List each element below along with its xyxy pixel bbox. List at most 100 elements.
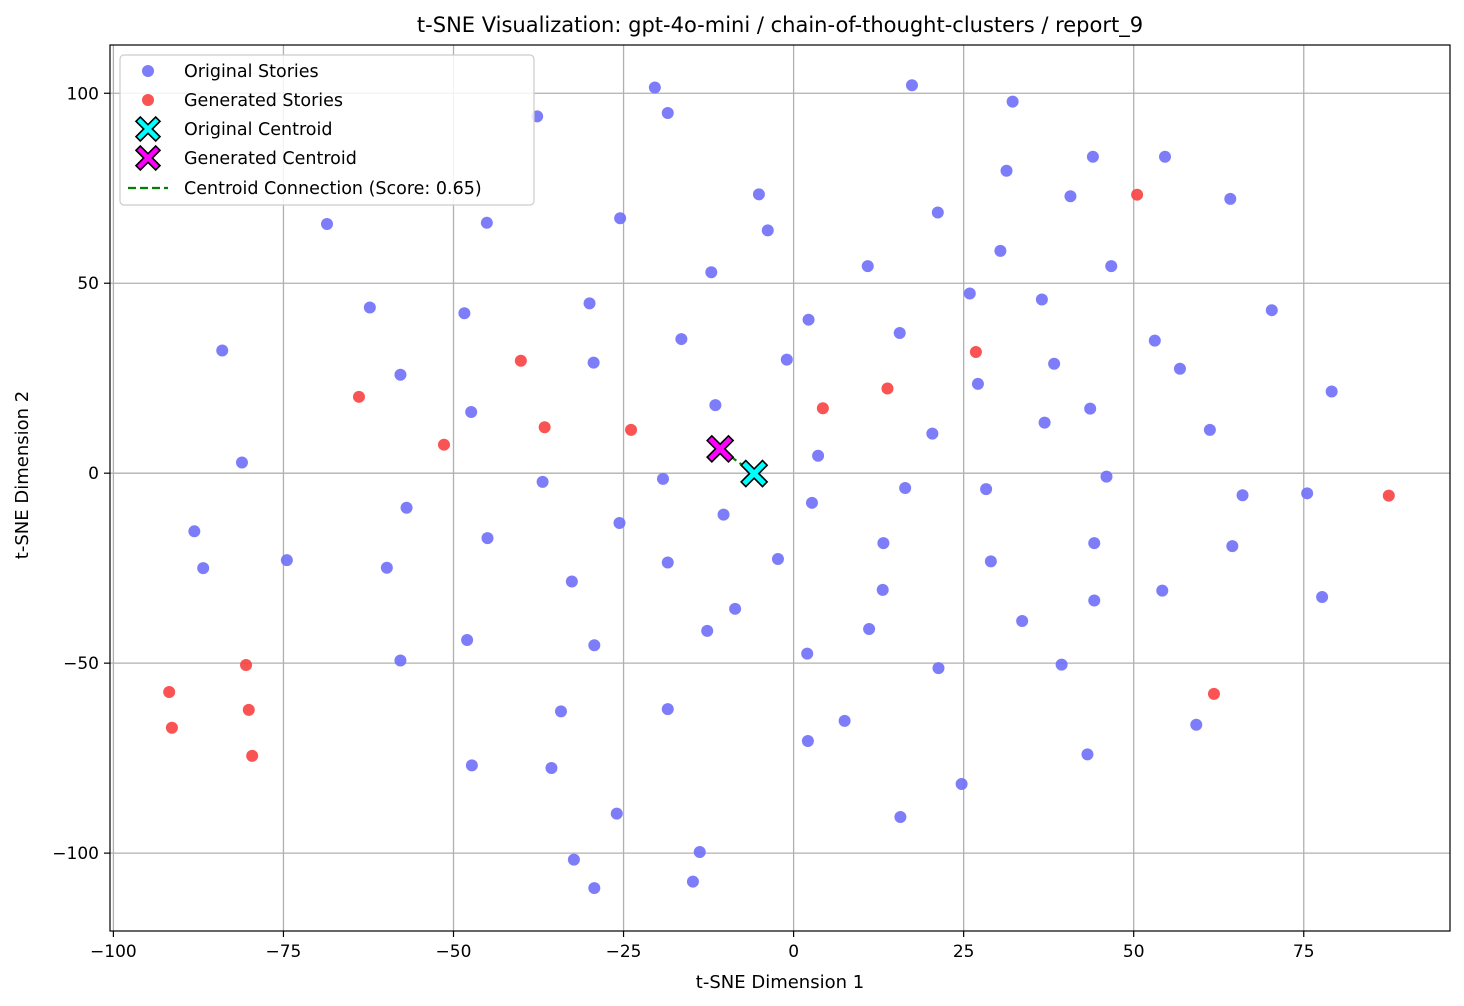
original-story-point — [905, 79, 918, 92]
original-story-point — [802, 313, 815, 326]
original-story-point — [1301, 487, 1314, 500]
original-story-point — [587, 356, 600, 369]
original-story-point — [709, 399, 722, 412]
grid-lines — [110, 45, 1450, 931]
original-story-point — [1156, 584, 1169, 597]
original-story-point — [1226, 540, 1239, 553]
original-story-point — [458, 307, 471, 320]
generated-story-point — [625, 423, 638, 436]
x-tick-label: −25 — [606, 942, 642, 962]
original-story-point — [931, 206, 944, 219]
original-story-point — [1035, 293, 1048, 306]
original-story-point — [1016, 614, 1029, 627]
x-tick-label: −50 — [436, 942, 472, 962]
original-story-point — [465, 406, 478, 419]
original-story-point — [1158, 150, 1171, 163]
y-tick-label: 0 — [88, 464, 99, 484]
x-tick-label: −100 — [90, 942, 137, 962]
generated-story-point — [1207, 687, 1220, 700]
legend: Original Stories Generated Stories Origina… — [119, 54, 535, 206]
original-story-point — [1203, 423, 1216, 436]
original-story-point — [771, 553, 784, 566]
original-story-point — [394, 368, 407, 381]
original-story-point — [693, 845, 706, 858]
generated-story-point — [352, 390, 365, 403]
original-story-point — [863, 622, 876, 635]
original-story-point — [1224, 192, 1237, 205]
original-story-point — [877, 537, 890, 550]
original-story-point — [545, 762, 558, 775]
original-story-point — [188, 525, 201, 538]
original-story-point — [661, 556, 674, 569]
original-story-point — [657, 472, 670, 485]
generated-story-point — [1131, 188, 1144, 201]
legend-box — [119, 54, 535, 206]
original-story-point — [465, 759, 478, 772]
original-story-point — [400, 501, 413, 514]
generated-story-point — [1382, 489, 1395, 502]
centroid-markers — [706, 434, 769, 488]
legend-swatch-original-stories — [142, 65, 154, 77]
chart-title: t-SNE Visualization: gpt-4o-mini / chain… — [417, 13, 1143, 38]
original-story-point — [761, 224, 774, 237]
generated-story-point — [969, 345, 982, 358]
original-story-point — [926, 427, 939, 440]
legend-swatch-original-centroid — [134, 115, 162, 143]
y-tick-label: 50 — [77, 274, 99, 294]
generated-story-point — [437, 438, 450, 451]
generated-story-point — [881, 382, 894, 395]
plot-frame — [109, 44, 1451, 932]
original-story-point — [801, 647, 814, 660]
original-story-point — [394, 654, 407, 667]
original-story-point — [1316, 591, 1329, 604]
original-story-point — [971, 377, 984, 390]
original-story-point — [1148, 334, 1161, 347]
original-story-point — [216, 344, 229, 357]
data-points — [163, 79, 1395, 895]
original-story-point — [1265, 304, 1278, 317]
original-story-point — [894, 811, 907, 824]
original-story-point — [1086, 150, 1099, 163]
original-story-point — [980, 483, 993, 496]
generated-story-point — [242, 703, 255, 716]
original-story-point — [648, 81, 661, 94]
legend-label-generated-centroid: Generated Centroid — [184, 149, 357, 169]
original-story-point — [838, 714, 851, 727]
original-story-point — [197, 562, 210, 575]
original-story-point — [1190, 718, 1203, 731]
generated-story-point — [246, 749, 259, 762]
generated-story-point — [240, 659, 253, 672]
original-story-point — [801, 735, 814, 748]
original-story-point — [1055, 658, 1068, 671]
original-story-point — [675, 333, 688, 346]
original-story-point — [614, 212, 627, 225]
original-story-point — [583, 297, 596, 310]
original-story-point — [363, 301, 376, 314]
generated-centroid-marker — [706, 434, 735, 463]
original-story-point — [567, 853, 580, 866]
y-tick-label: −50 — [63, 654, 99, 674]
legend-label-centroid-connection-score-0-65: Centroid Connection (Score: 0.65) — [184, 179, 482, 199]
generated-story-point — [816, 402, 829, 415]
original-story-point — [717, 508, 730, 521]
original-story-point — [1236, 489, 1249, 502]
x-tick-label: −75 — [266, 942, 302, 962]
y-tick-label: 100 — [67, 84, 99, 104]
original-story-point — [1088, 537, 1101, 550]
x-tick-label: 25 — [953, 942, 975, 962]
original-story-point — [899, 482, 912, 494]
original-story-point — [994, 244, 1007, 257]
y-axis-label: t-SNE Dimension 2 — [12, 391, 33, 559]
original-story-point — [1088, 594, 1101, 607]
original-story-point — [613, 516, 626, 529]
legend-swatch-generated-centroid — [134, 144, 162, 172]
x-tick-label: 75 — [1293, 942, 1315, 962]
legend-swatch-generated-stories — [142, 94, 154, 106]
legend-label-generated-stories: Generated Stories — [184, 91, 343, 111]
original-story-point — [1081, 748, 1094, 761]
original-story-point — [729, 602, 742, 615]
original-story-point — [805, 496, 818, 509]
original-story-point — [752, 188, 765, 201]
original-story-point — [461, 633, 474, 646]
